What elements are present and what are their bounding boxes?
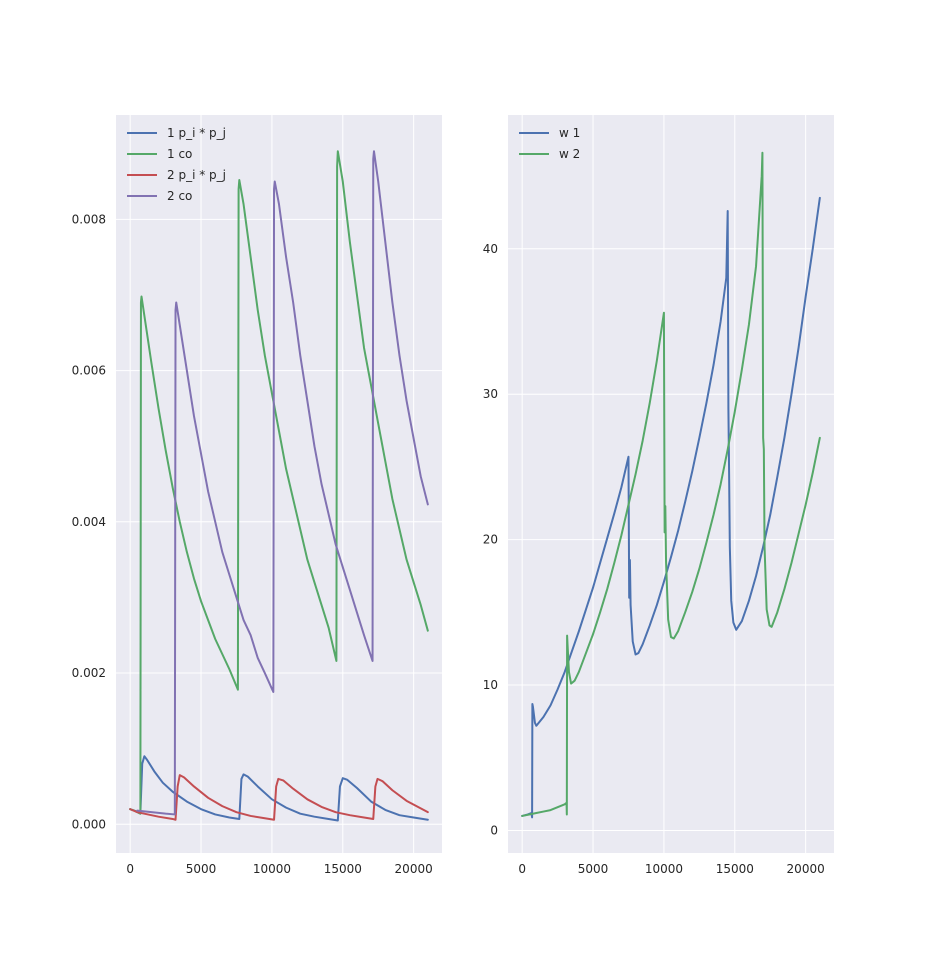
y-tick-label: 10 [483, 678, 498, 692]
y-tick-label: 0.008 [72, 212, 106, 226]
series-line-w-2 [521, 151, 821, 817]
series-line-1-p-i-p-j [129, 755, 429, 822]
legend-label: w 1 [559, 126, 580, 140]
x-tick-label: 15000 [716, 862, 754, 876]
x-tick-label: 10000 [645, 862, 683, 876]
x-tick-label: 5000 [186, 862, 217, 876]
y-tick-label: 40 [483, 242, 498, 256]
legend-label: 1 p_i * p_j [167, 126, 226, 140]
legend-label: w 2 [559, 147, 580, 161]
x-tick-label: 5000 [578, 862, 609, 876]
y-tick-label: 0.002 [72, 666, 106, 680]
x-tick-label: 0 [518, 862, 526, 876]
y-tick-label: 0.006 [72, 364, 106, 378]
x-tick-label: 20000 [395, 862, 433, 876]
series-line-1-co [129, 150, 429, 815]
x-tick-label: 20000 [787, 862, 825, 876]
plot-area [508, 115, 834, 853]
legend-label: 2 co [167, 189, 192, 203]
series-line-2-p-i-p-j [129, 774, 429, 821]
series-line-2-co [136, 150, 429, 816]
series-line-w-1 [521, 196, 821, 819]
legend-label: 2 p_i * p_j [167, 168, 226, 182]
y-tick-label: 0.004 [72, 515, 106, 529]
y-tick-label: 20 [483, 533, 498, 547]
plot-area [116, 115, 442, 853]
x-tick-label: 15000 [324, 862, 362, 876]
y-tick-label: 0 [490, 823, 498, 837]
chart-right: 0 5000 10000 15000 20000 0 10 20 30 40 w 1 w 2 [483, 115, 834, 876]
legend-label: 1 co [167, 147, 192, 161]
x-tick-label: 10000 [253, 862, 291, 876]
x-tick-label: 0 [126, 862, 134, 876]
chart-left: 0 5000 10000 15000 20000 0.000 0.002 0.004 0.006… [72, 115, 442, 876]
y-tick-label: 0.000 [72, 817, 106, 831]
y-tick-label: 30 [483, 387, 498, 401]
